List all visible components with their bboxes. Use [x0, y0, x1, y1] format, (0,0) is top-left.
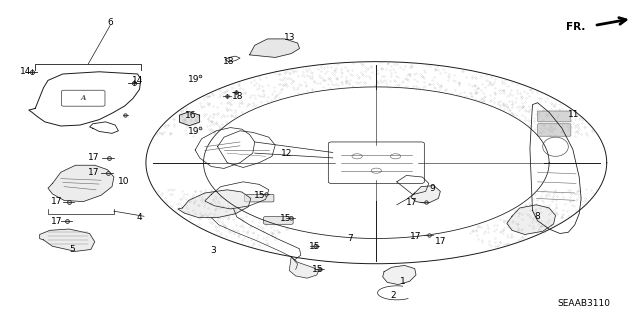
Text: 17: 17: [410, 232, 422, 241]
Text: 11: 11: [568, 110, 579, 119]
Polygon shape: [289, 257, 319, 278]
Text: 17: 17: [51, 217, 62, 226]
FancyBboxPatch shape: [264, 217, 293, 224]
Text: 3: 3: [211, 246, 216, 255]
Text: 5: 5: [69, 245, 74, 254]
Text: 13: 13: [284, 33, 295, 42]
Text: 2: 2: [390, 291, 396, 300]
Polygon shape: [383, 265, 416, 285]
Text: 17: 17: [88, 153, 99, 162]
Polygon shape: [411, 186, 440, 204]
Text: 17: 17: [88, 168, 99, 177]
Text: 15: 15: [312, 265, 324, 274]
Text: 18: 18: [223, 57, 235, 66]
Text: 9: 9: [429, 184, 435, 193]
Text: SEAAB3110: SEAAB3110: [557, 299, 610, 308]
Text: 7: 7: [348, 234, 353, 243]
Text: 14: 14: [20, 67, 31, 76]
Text: 15: 15: [254, 191, 266, 200]
Polygon shape: [48, 165, 114, 202]
Text: 14: 14: [132, 76, 143, 85]
FancyBboxPatch shape: [538, 124, 571, 136]
Polygon shape: [178, 190, 251, 218]
Text: 19: 19: [188, 75, 200, 84]
Text: 15: 15: [309, 242, 321, 251]
Text: 4: 4: [137, 213, 142, 222]
Text: 6: 6: [108, 18, 113, 27]
Text: 17: 17: [406, 198, 418, 207]
Text: 1: 1: [401, 277, 406, 286]
Polygon shape: [507, 205, 556, 234]
Text: 19: 19: [188, 127, 200, 136]
Polygon shape: [179, 112, 200, 126]
Text: 16: 16: [185, 111, 196, 120]
Text: A: A: [81, 94, 86, 102]
Text: 10: 10: [118, 177, 129, 186]
Polygon shape: [40, 229, 95, 251]
Text: 8: 8: [535, 212, 540, 221]
FancyBboxPatch shape: [244, 194, 274, 202]
Text: 12: 12: [281, 149, 292, 158]
Text: 15: 15: [280, 214, 292, 223]
Text: 17: 17: [51, 197, 62, 206]
FancyBboxPatch shape: [538, 111, 571, 122]
Text: 17: 17: [435, 237, 446, 246]
Text: 18: 18: [232, 92, 244, 101]
Polygon shape: [250, 39, 300, 57]
Text: FR.: FR.: [566, 22, 586, 32]
